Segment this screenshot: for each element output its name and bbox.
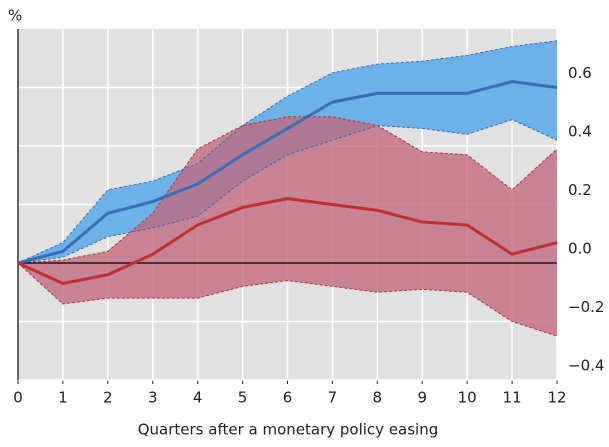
y-tick-label: 0.0	[568, 240, 592, 258]
x-tick-label: 12	[547, 389, 566, 407]
band-edge	[17, 40, 558, 264]
band-edge	[17, 116, 558, 264]
y-tick-label: 0.4	[568, 123, 592, 141]
x-tick-label: 0	[13, 389, 23, 407]
x-tick-label: 7	[328, 389, 338, 407]
x-tick-label: 5	[238, 389, 248, 407]
x-tick-label: 3	[148, 389, 158, 407]
x-tick-label: 6	[283, 389, 293, 407]
y-axis-title: %	[8, 7, 22, 25]
band-edge	[17, 119, 558, 264]
band-edge	[17, 262, 558, 337]
x-axis-title: Quarters after a monetary policy easing	[138, 421, 439, 439]
x-tick-label: 4	[193, 389, 203, 407]
x-tick-label: 10	[458, 389, 477, 407]
y-tick-label: 0.6	[568, 64, 592, 82]
confidence-band	[18, 116, 557, 337]
x-tick-label: 1	[58, 389, 68, 407]
y-tick-label: −0.4	[568, 357, 604, 375]
x-tick-label: 11	[503, 389, 522, 407]
y-tick-label: −0.2	[568, 298, 604, 316]
x-tick-label: 2	[103, 389, 113, 407]
x-tick-label: 9	[417, 389, 427, 407]
line	[17, 197, 558, 285]
line	[17, 80, 558, 265]
y-tick-label: 0.2	[568, 181, 592, 199]
x-tick-label: 8	[373, 389, 383, 407]
